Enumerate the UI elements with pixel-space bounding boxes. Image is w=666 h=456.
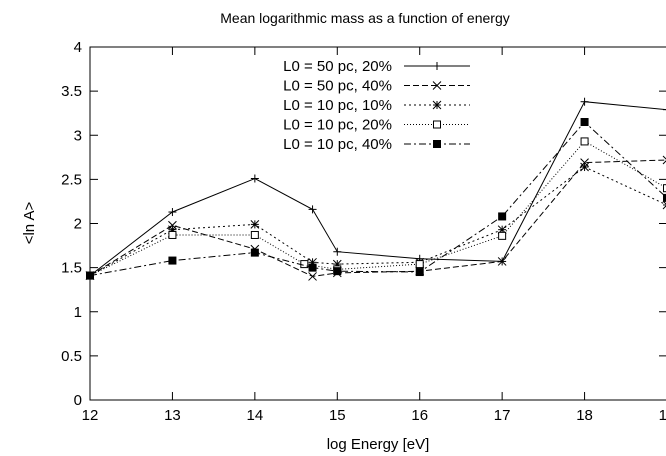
cross-marker bbox=[308, 272, 317, 281]
y-tick-label: 3.5 bbox=[61, 83, 82, 100]
y-tick-label: 4 bbox=[74, 39, 82, 56]
star-marker bbox=[432, 100, 442, 110]
open-square-marker bbox=[663, 184, 666, 193]
filled-square-marker bbox=[663, 193, 666, 202]
y-tick-label: 3 bbox=[74, 127, 82, 144]
x-tick-label: 15 bbox=[329, 407, 346, 424]
x-axis: 12 13 14 15 16 17 18 19 bbox=[82, 47, 666, 424]
legend-label: L0 = 10 pc, 40% bbox=[283, 136, 392, 153]
star-marker bbox=[580, 162, 589, 172]
chart-title: Mean logarithmic mass as a function of e… bbox=[220, 10, 509, 26]
star-marker bbox=[250, 220, 260, 229]
series-layer bbox=[85, 97, 666, 281]
x-tick-label: 16 bbox=[411, 407, 428, 424]
legend-label: L0 = 50 pc, 40% bbox=[283, 78, 392, 95]
star-marker bbox=[662, 205, 666, 210]
cross-marker bbox=[662, 160, 666, 165]
y-axis: 0 0.5 1 1.5 2 2.5 3 3.5 4 bbox=[61, 39, 666, 409]
filled-square-marker bbox=[308, 263, 317, 272]
open-square-marker bbox=[168, 230, 177, 239]
legend-label: L0 = 50 pc, 20% bbox=[283, 58, 392, 75]
filled-square-marker bbox=[433, 140, 441, 148]
cross-marker bbox=[432, 81, 442, 90]
open-square-marker bbox=[498, 231, 507, 240]
x-tick-label: 13 bbox=[164, 407, 181, 424]
cross-marker bbox=[497, 257, 507, 266]
cross-marker bbox=[168, 220, 177, 230]
legend: L0 = 50 pc, 20% L0 = 50 pc, 40% L0 = 10 pc… bbox=[283, 58, 470, 153]
x-tick-label: 18 bbox=[576, 407, 593, 424]
filled-square-marker bbox=[86, 271, 94, 280]
x-tick-label: 17 bbox=[494, 407, 511, 424]
star-marker bbox=[662, 200, 666, 205]
legend-label: L0 = 10 pc, 20% bbox=[283, 117, 392, 134]
x-tick-label: 19 bbox=[659, 407, 666, 424]
filled-square-marker bbox=[580, 118, 589, 127]
y-tick-label: 1.5 bbox=[61, 260, 82, 277]
x-tick-label: 12 bbox=[82, 407, 99, 424]
open-square-marker bbox=[580, 137, 589, 146]
x-tick-label: 14 bbox=[247, 407, 264, 424]
y-axis-label: <ln A> bbox=[21, 201, 38, 244]
series-group bbox=[86, 118, 666, 280]
x-axis-label: log Energy [eV] bbox=[327, 436, 430, 453]
open-square-marker bbox=[250, 230, 259, 239]
y-tick-label: 0.5 bbox=[61, 348, 82, 365]
filled-square-marker bbox=[168, 256, 177, 265]
legend-label: L0 = 10 pc, 10% bbox=[283, 97, 392, 114]
filled-square-marker bbox=[333, 267, 342, 276]
y-tick-label: 2.5 bbox=[61, 171, 82, 188]
y-tick-label: 1 bbox=[74, 304, 82, 321]
cross-marker bbox=[662, 155, 666, 160]
filled-square-marker bbox=[250, 248, 259, 257]
cross-marker bbox=[580, 158, 589, 167]
y-tick-label: 2 bbox=[74, 216, 82, 233]
open-square-marker bbox=[433, 120, 441, 129]
filled-square-marker bbox=[415, 268, 424, 277]
filled-square-marker bbox=[498, 212, 507, 221]
y-tick-label: 0 bbox=[74, 392, 82, 409]
open-square-marker bbox=[415, 260, 424, 269]
